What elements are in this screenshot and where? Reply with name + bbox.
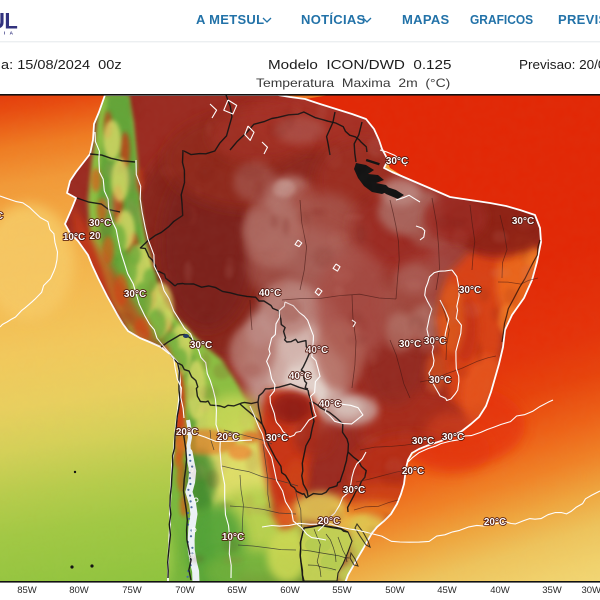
svg-text:50W: 50W	[385, 585, 405, 596]
svg-text:70W: 70W	[175, 585, 195, 596]
svg-text:45W: 45W	[437, 585, 457, 596]
svg-text:75W: 75W	[122, 585, 142, 596]
svg-text:40W: 40W	[490, 585, 510, 596]
svg-text:55W: 55W	[332, 585, 352, 596]
svg-text:30W: 30W	[581, 585, 600, 596]
svg-text:UL: UL	[0, 9, 17, 34]
svg-text:80W: 80W	[69, 585, 89, 596]
svg-text:60W: 60W	[280, 585, 300, 596]
svg-text:G I A: G I A	[0, 31, 15, 36]
svg-text:65W: 65W	[227, 585, 247, 596]
svg-text:35W: 35W	[542, 585, 562, 596]
svg-text:85W: 85W	[17, 585, 37, 596]
